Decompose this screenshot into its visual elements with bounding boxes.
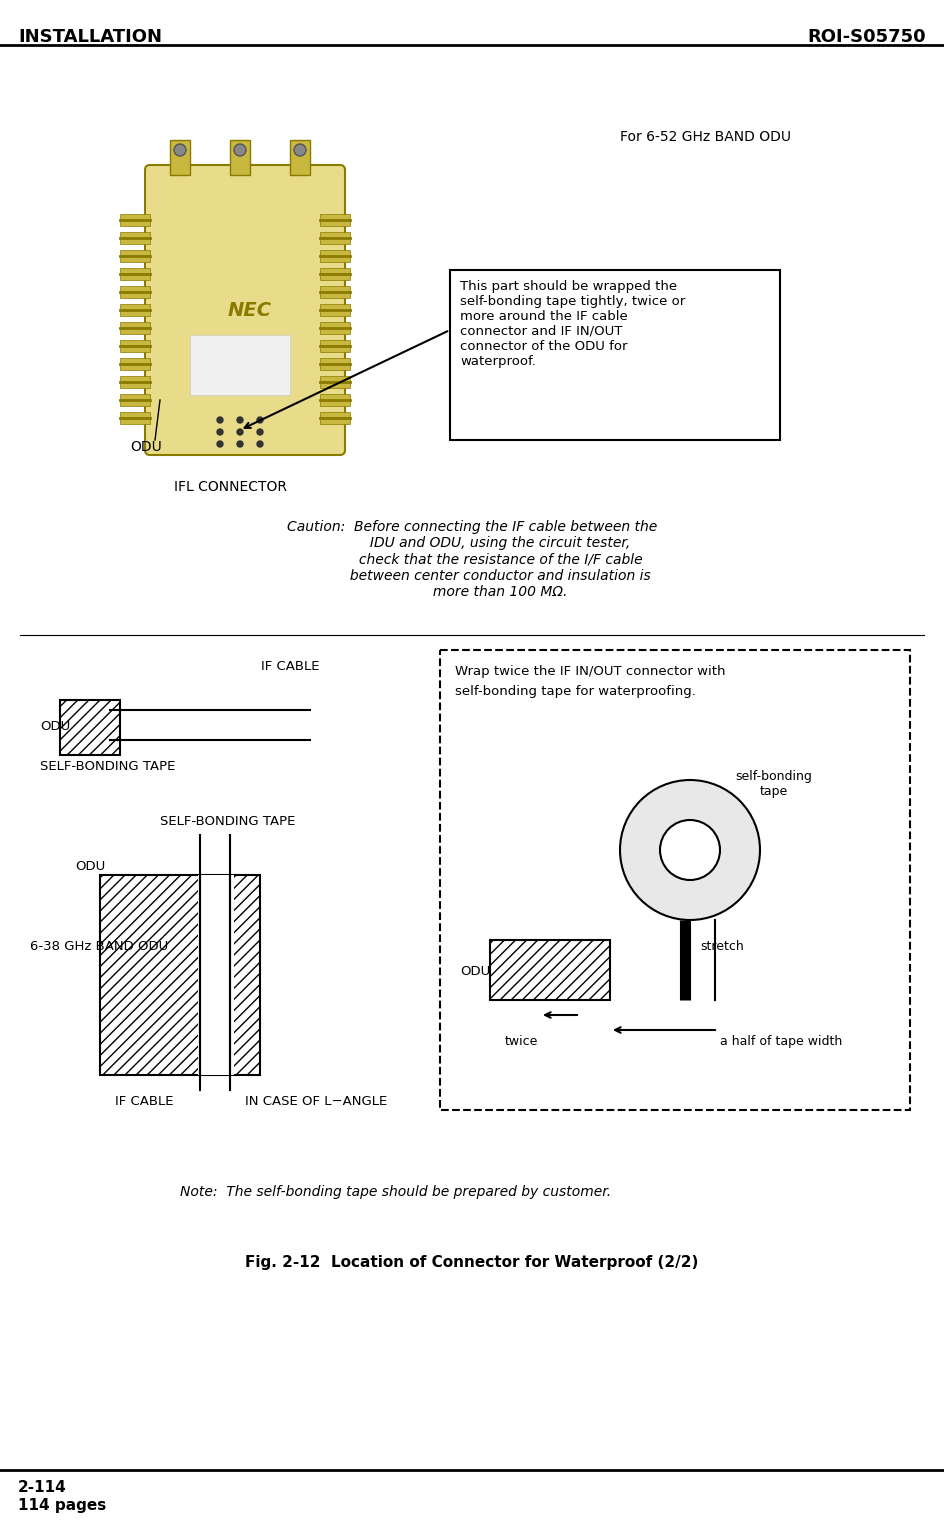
Bar (320, 268, 350, 280)
Bar (320, 358, 350, 370)
Bar (320, 286, 350, 298)
Bar (320, 339, 350, 352)
Circle shape (294, 145, 306, 155)
Text: ODU: ODU (460, 965, 490, 979)
Text: IN CASE OF L−ANGLE: IN CASE OF L−ANGLE (245, 1094, 387, 1108)
Text: IF CABLE: IF CABLE (261, 661, 319, 673)
Bar (320, 231, 350, 244)
Circle shape (237, 429, 243, 435)
Bar (120, 376, 150, 388)
Text: SELF-BONDING TAPE: SELF-BONDING TAPE (160, 814, 295, 828)
Bar (450, 269, 780, 440)
Bar (120, 268, 150, 280)
Bar (320, 250, 350, 262)
Bar (320, 412, 350, 425)
Bar (120, 304, 150, 317)
Bar (100, 875, 260, 1075)
Bar (230, 140, 250, 175)
Bar (320, 323, 350, 333)
Bar (490, 941, 610, 1000)
Text: Caution:  Before connecting the IF cable between the
             IDU and ODU, u: Caution: Before connecting the IF cable … (287, 521, 657, 598)
Bar (440, 650, 910, 1110)
Circle shape (257, 441, 263, 447)
Text: ROI-S05750: ROI-S05750 (807, 27, 926, 46)
Text: twice: twice (505, 1035, 538, 1049)
Circle shape (257, 429, 263, 435)
Circle shape (217, 441, 223, 447)
Text: For 6-52 GHz BAND ODU: For 6-52 GHz BAND ODU (620, 129, 791, 145)
Circle shape (620, 779, 760, 919)
Text: 114 pages: 114 pages (18, 1498, 107, 1513)
Text: INSTALLATION: INSTALLATION (18, 27, 162, 46)
Bar (290, 140, 310, 175)
Text: SELF-BONDING TAPE: SELF-BONDING TAPE (40, 759, 176, 773)
Bar (120, 286, 150, 298)
Circle shape (174, 145, 186, 155)
Bar (120, 358, 150, 370)
Bar (320, 376, 350, 388)
Bar (60, 700, 120, 755)
Bar (120, 394, 150, 406)
Circle shape (237, 441, 243, 447)
Text: stretch: stretch (700, 941, 744, 953)
Bar (170, 140, 190, 175)
Circle shape (217, 417, 223, 423)
Text: Wrap twice the IF IN/OUT connector with: Wrap twice the IF IN/OUT connector with (455, 665, 726, 677)
Bar (120, 250, 150, 262)
Text: Note:  The self-bonding tape should be prepared by customer.: Note: The self-bonding tape should be pr… (180, 1186, 611, 1199)
Text: 6-38 GHz BAND ODU: 6-38 GHz BAND ODU (30, 941, 168, 953)
Bar (320, 215, 350, 225)
Text: 2-114: 2-114 (18, 1479, 67, 1495)
Text: Fig. 2-12  Location of Connector for Waterproof (2/2): Fig. 2-12 Location of Connector for Wate… (245, 1256, 699, 1269)
Text: This part should be wrapped the
self-bonding tape tightly, twice or
more around : This part should be wrapped the self-bon… (460, 280, 685, 368)
Text: self-bonding
tape: self-bonding tape (735, 770, 812, 798)
Bar (120, 215, 150, 225)
Text: IF CABLE: IF CABLE (115, 1094, 174, 1108)
Text: ODU: ODU (75, 860, 105, 874)
FancyBboxPatch shape (145, 164, 345, 455)
Bar (190, 335, 290, 396)
Circle shape (257, 417, 263, 423)
Bar (120, 412, 150, 425)
Bar (120, 339, 150, 352)
Bar (320, 394, 350, 406)
Text: ODU: ODU (130, 440, 161, 454)
Bar (120, 231, 150, 244)
Circle shape (237, 417, 243, 423)
Circle shape (234, 145, 246, 155)
Bar (120, 323, 150, 333)
Text: IFL CONNECTOR: IFL CONNECTOR (174, 479, 286, 495)
Bar (198, 875, 234, 1075)
Text: ODU: ODU (40, 720, 70, 734)
Text: self-bonding tape for waterproofing.: self-bonding tape for waterproofing. (455, 685, 696, 699)
Circle shape (660, 820, 720, 880)
Text: NEC: NEC (228, 300, 272, 320)
Text: a half of tape width: a half of tape width (720, 1035, 842, 1049)
Circle shape (217, 429, 223, 435)
Bar (320, 304, 350, 317)
